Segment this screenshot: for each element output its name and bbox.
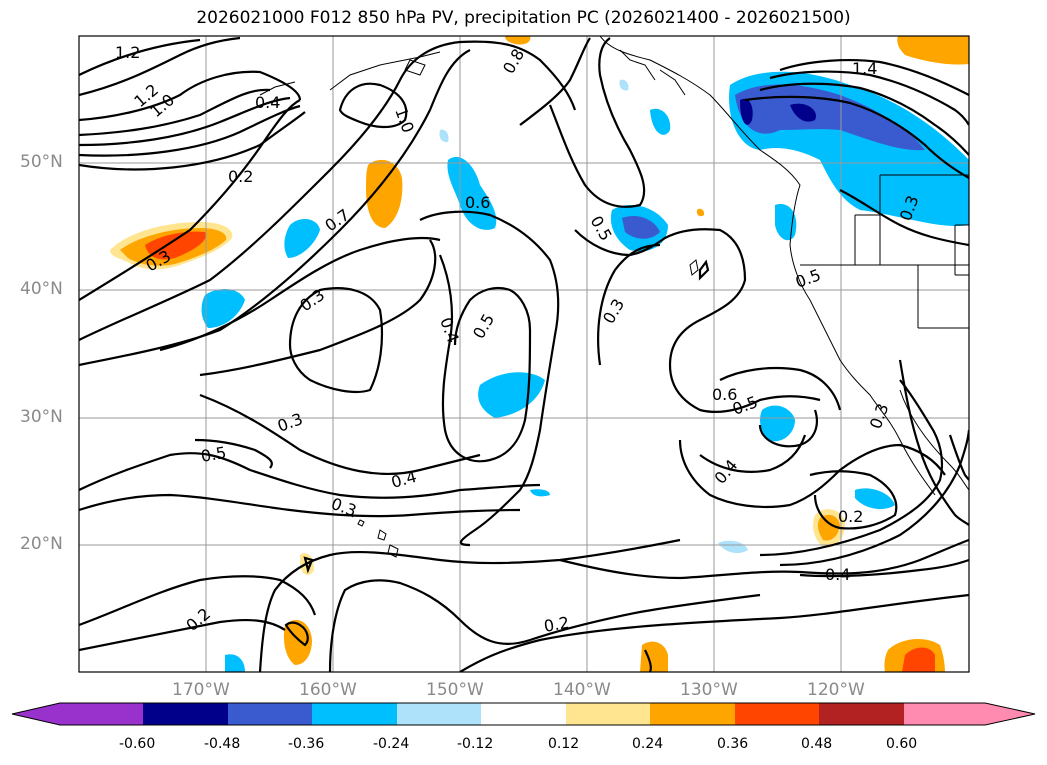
colorbar-label: -0.12 [457, 736, 494, 752]
contour-label: 0.4 [711, 456, 742, 488]
contour-label: 0.2 [838, 507, 863, 526]
colorbar-label: 0.48 [801, 736, 833, 752]
lat-tick-label: 30°N [20, 407, 63, 427]
colorbar-label: 0.36 [717, 736, 749, 752]
coastlines [259, 36, 969, 558]
precip-shading [110, 36, 969, 672]
contour-label: 0.7 [321, 205, 353, 235]
colorbar-label: -0.36 [288, 736, 325, 752]
contour-label: 1.0 [391, 105, 418, 135]
lat-tick-label: 20°N [20, 534, 63, 554]
map-title: 2026021000 F012 850 hPa PV, precipitatio… [196, 8, 851, 28]
lon-tick-label: 150°W [426, 680, 484, 700]
colorbar-label: -0.48 [204, 736, 241, 752]
contour-label: 0.5 [199, 443, 227, 466]
contour-label: 0.2 [228, 167, 253, 186]
contour-label: 0.4 [389, 467, 419, 492]
colorbar-label: -0.24 [373, 736, 410, 752]
contour-label: 0.2 [542, 613, 570, 636]
contour-label: 0.5 [469, 310, 498, 342]
lat-tick-label: 50°N [20, 152, 63, 172]
colorbar-label: 0.12 [548, 736, 580, 752]
contour-label: 0.4 [255, 93, 280, 112]
map-gridlines [79, 36, 969, 672]
pv-contours [79, 36, 969, 672]
contour-label: 0.3 [275, 409, 305, 436]
contour-label: 0.4 [825, 565, 850, 584]
lon-tick-label: 170°W [172, 680, 230, 700]
contour-label: 1.2 [115, 43, 140, 62]
colorbar [11, 702, 1036, 726]
lon-tick-label: 130°W [680, 680, 738, 700]
contour-label: 1.4 [852, 59, 877, 78]
contour-label: 0.6 [712, 385, 737, 404]
map-frame [78, 35, 970, 673]
colorbar-label: -0.60 [119, 736, 156, 752]
contour-label: 0.3 [866, 401, 893, 431]
colorbar-label: 0.24 [632, 736, 664, 752]
contour-label: 0.6 [465, 193, 490, 212]
lon-tick-label: 160°W [299, 680, 357, 700]
contour-label: 0.2 [182, 604, 214, 635]
colorbar-label: 0.60 [886, 736, 918, 752]
lon-tick-label: 140°W [553, 680, 611, 700]
contour-label: 0.5 [793, 265, 823, 292]
lat-tick-label: 40°N [20, 279, 63, 299]
lon-tick-label: 120°W [807, 680, 865, 700]
